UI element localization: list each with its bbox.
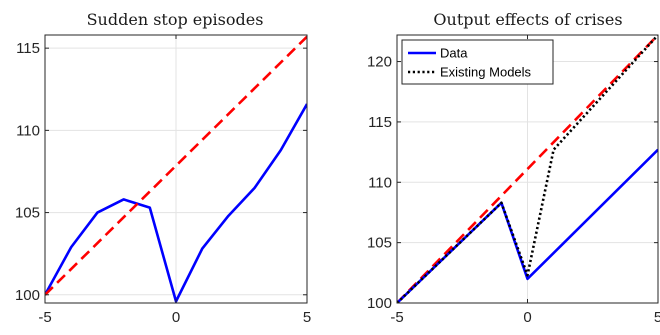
legend-entry-label: Data: [440, 46, 468, 61]
x-tick-label: 0: [523, 309, 531, 326]
x-tick-label: 5: [303, 309, 311, 326]
y-tick-label: 105: [15, 205, 40, 222]
chart-title: Output effects of crises: [433, 10, 622, 29]
y-tick-label: 110: [16, 122, 40, 139]
y-tick-label: 100: [15, 287, 40, 304]
y-tick-label: 115: [16, 40, 40, 57]
y-tick-label: 110: [368, 174, 392, 191]
chart-output-effects-of-crises: Output effects of crises -5 0 5 100 105 110 11…: [367, 10, 660, 326]
y-tick-label: 115: [368, 114, 392, 131]
y-tick-label: 100: [367, 295, 392, 312]
x-tick-label: 5: [654, 309, 660, 326]
series-line-dashed-1: [45, 35, 307, 296]
chart-title: Sudden stop episodes: [87, 10, 264, 29]
series-line-existing-models: [397, 35, 658, 303]
x-tick-label: 0: [172, 309, 180, 326]
legend-box: [401, 39, 554, 85]
chart-sudden-stop-episodes: Sudden stop episodes -5 0 5 100 105 110 115: [15, 10, 311, 326]
x-tick-label: -5: [38, 309, 51, 326]
y-tick-label: 120: [367, 54, 392, 71]
series-line-dashed-0: [397, 35, 658, 303]
series-group: [397, 35, 658, 303]
legend: Data Existing Models: [401, 39, 554, 85]
x-tick-label: -5: [390, 309, 403, 326]
y-tick-label: 105: [367, 235, 392, 252]
legend-entry-label: Existing Models: [440, 65, 532, 80]
